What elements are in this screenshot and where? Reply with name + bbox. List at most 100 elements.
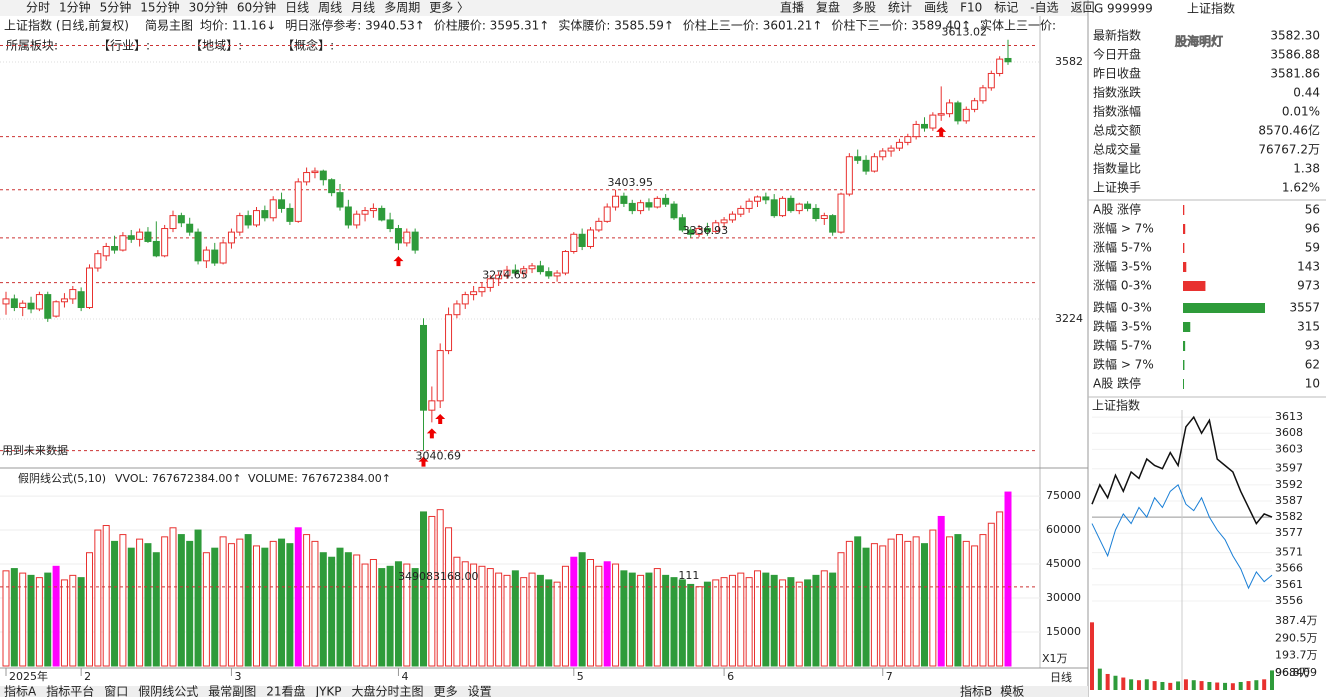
candle-body (996, 58, 1004, 74)
bottom-tab[interactable]: 大盘分时主图 (352, 684, 424, 697)
unit-label: X1万 (1042, 652, 1068, 665)
candle-body (561, 251, 569, 274)
tool-button[interactable]: 统计 (888, 1, 912, 15)
candle-body (553, 272, 561, 277)
volume-bar (35, 577, 43, 667)
tool-button[interactable]: 多股 (852, 1, 876, 15)
volume-bar (470, 563, 478, 667)
candle-body (202, 249, 210, 262)
tab[interactable]: 月线 (351, 1, 375, 15)
candle-body (987, 72, 995, 89)
candle-body (336, 192, 344, 208)
dist-count: 143 (1297, 260, 1320, 274)
candle-body (637, 202, 645, 212)
bottom-tab[interactable]: 模板 (1000, 685, 1024, 697)
volume-bar (812, 574, 820, 667)
volume-bar (779, 579, 787, 667)
intraday-volume (1144, 679, 1149, 690)
candle-body (353, 213, 361, 226)
tool-button[interactable]: -自选 (1030, 1, 1058, 15)
volume-bar (712, 579, 720, 667)
y-tick-label: 75000 (1046, 489, 1081, 502)
dist-count: 62 (1305, 358, 1320, 372)
intraday-volume (1230, 683, 1235, 690)
intraday-volume (1262, 679, 1267, 690)
candle-body (428, 400, 436, 411)
volume-bar (311, 540, 319, 667)
volume-bar (845, 540, 853, 667)
candle-body (344, 206, 352, 226)
tab[interactable]: 60分钟 (237, 0, 276, 15)
candle-body (812, 207, 820, 219)
candle-body (795, 203, 803, 212)
candle-body (770, 199, 778, 217)
dist-label: A股 跌停 (1093, 376, 1141, 391)
tab[interactable]: 15分钟 (140, 0, 179, 15)
candle-body (311, 170, 319, 174)
candle-body (971, 100, 979, 110)
info-item: 明日涨停参考: 3940.53↑ (285, 18, 425, 33)
volume-bar (904, 540, 912, 667)
dist-label: 跌幅 0-3% (1093, 300, 1152, 315)
tool-button[interactable]: 标记 (994, 1, 1018, 15)
tool-button[interactable]: 直播 (780, 1, 804, 15)
tab[interactable]: 更多 〉 (429, 1, 469, 15)
candle-body (10, 298, 18, 309)
tool-button[interactable]: F10 (960, 1, 982, 15)
tab[interactable]: 日线 (285, 1, 309, 15)
signal-arrow (435, 414, 446, 425)
candle-body (595, 220, 603, 231)
x-tick-label: 6 (727, 670, 734, 683)
bottom-tab[interactable]: 假阴线公式 (138, 685, 198, 697)
y-tick-label: 193.7万 (1275, 649, 1318, 662)
intraday-volume (1121, 677, 1126, 690)
tool-button[interactable]: 画线 (924, 1, 948, 15)
candle-body (394, 228, 402, 244)
y-tick-label: 3587 (1275, 494, 1303, 507)
tab[interactable]: 30分钟 (189, 0, 228, 15)
volume-bar (854, 536, 862, 667)
candle-body (904, 136, 912, 143)
candle-body (60, 298, 68, 303)
bottom-tab[interactable]: 更多 (434, 685, 458, 697)
candle-body (27, 302, 35, 310)
bottom-tab[interactable]: 窗口 (104, 685, 128, 697)
tool-button[interactable]: 复盘 (816, 0, 840, 15)
tool-button[interactable]: 返回 (1071, 1, 1095, 15)
stock-name: 上证指数 (1187, 1, 1235, 16)
bottom-tab[interactable]: 指标平台 (46, 684, 94, 697)
bottom-tab[interactable]: 指标A (4, 684, 37, 697)
bottom-tab[interactable]: 最常副图 (208, 685, 256, 697)
price-label: 3336.93 (683, 224, 729, 237)
dist-bar (1183, 243, 1185, 253)
candle-body (612, 195, 620, 208)
tab[interactable]: 1分钟 (59, 0, 91, 15)
tab[interactable]: 5分钟 (100, 0, 132, 15)
candle-body (194, 231, 202, 262)
bottom-tab[interactable]: JYKP (315, 685, 342, 697)
dist-count: 3557 (1289, 301, 1320, 315)
volume-bar (127, 547, 135, 667)
bottom-tab[interactable]: 设置 (468, 685, 492, 697)
tab[interactable]: 多周期 (384, 1, 420, 15)
y-tick-label: 3582 (1055, 55, 1083, 68)
intraday-volume (1113, 675, 1118, 690)
volume-bar (996, 511, 1004, 667)
tab[interactable]: 分时 (26, 1, 50, 15)
volume-bar (561, 565, 569, 667)
volume-bar (929, 529, 937, 667)
candle-body (253, 210, 260, 226)
stat-label: 总成交额 (1093, 123, 1141, 138)
candle-body (653, 197, 661, 208)
candle-body (645, 202, 653, 208)
intraday-volume (1199, 681, 1204, 690)
intraday-volume (1207, 681, 1212, 690)
tab[interactable]: 周线 (318, 1, 342, 15)
candle-body (286, 207, 294, 222)
volume-bar (403, 563, 411, 667)
stat-value: 8570.46亿 (1258, 123, 1320, 138)
bottom-tab[interactable]: 指标B (960, 684, 992, 697)
bottom-tab[interactable]: 21看盘 (266, 684, 305, 697)
volume-bar (111, 540, 119, 667)
price-label: 3274.65 (482, 269, 528, 282)
